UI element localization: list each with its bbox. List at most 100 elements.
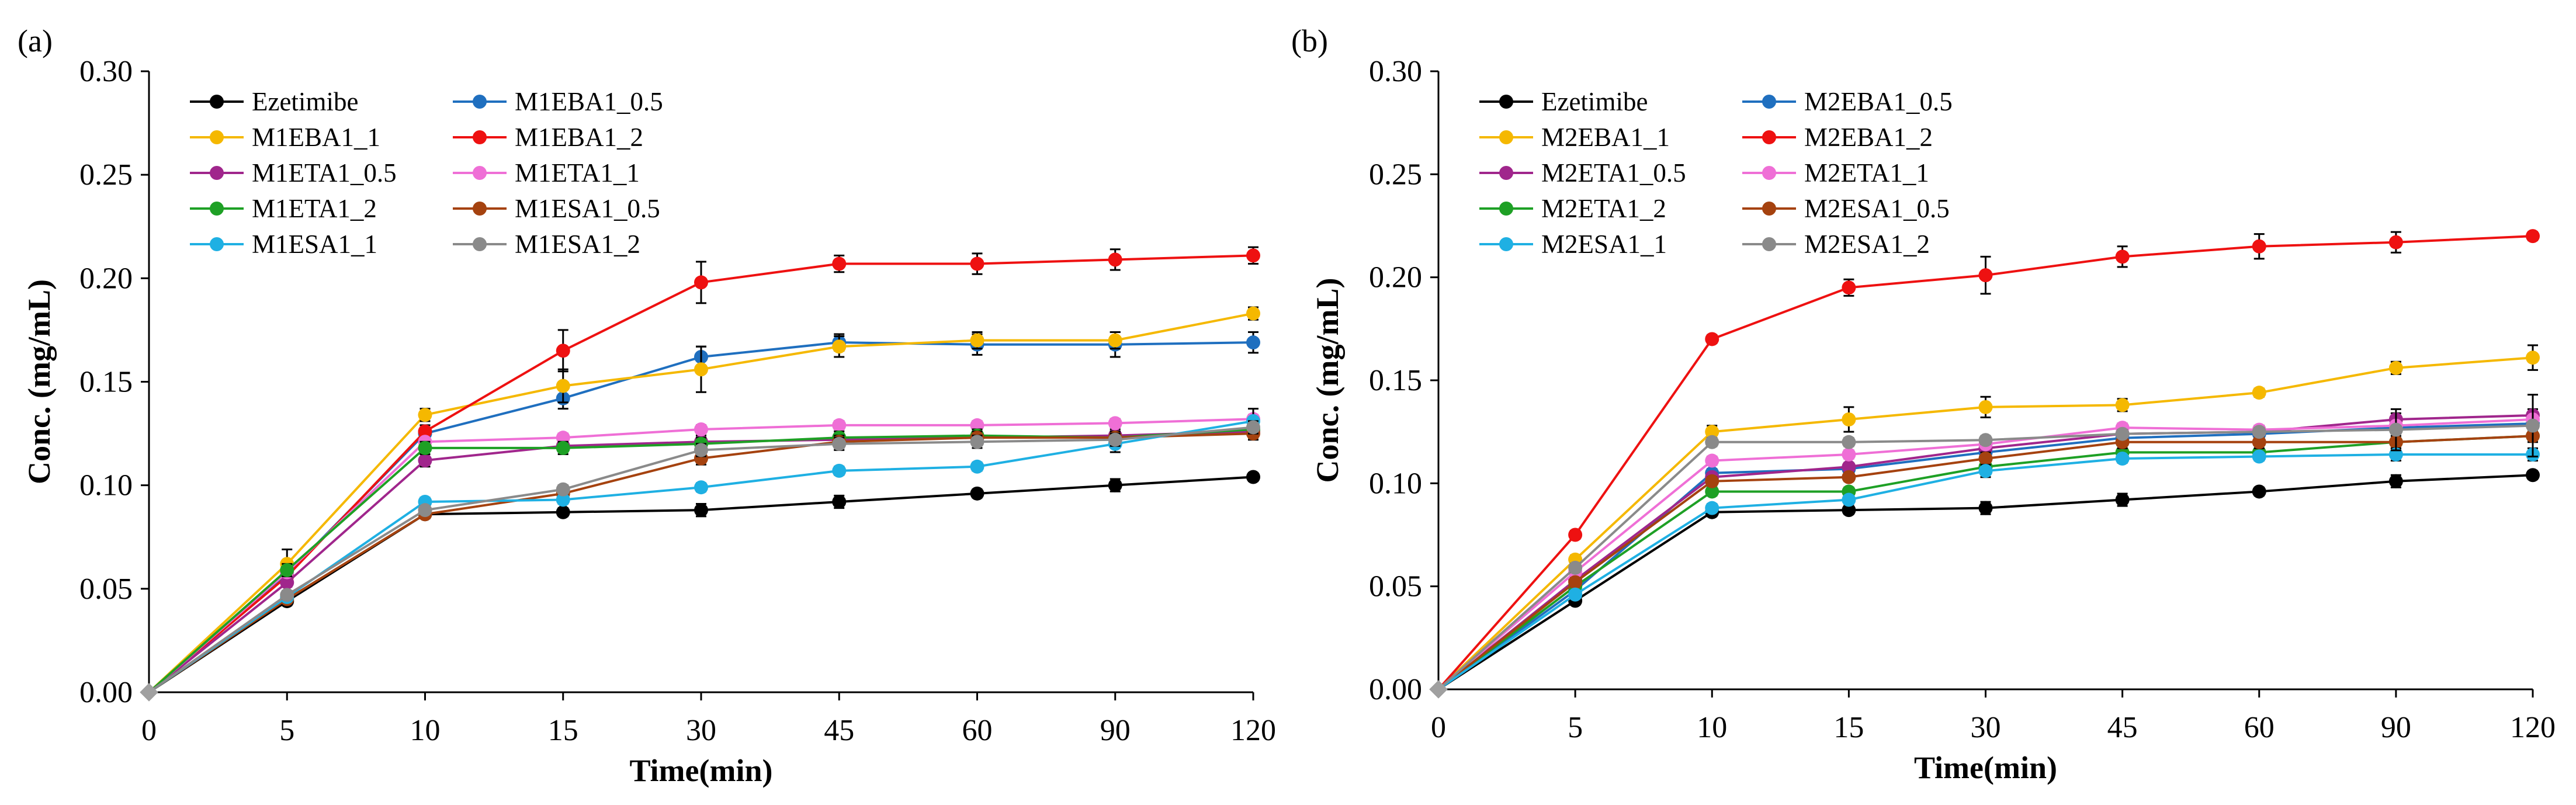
legend-label: Ezetimibe xyxy=(252,87,358,116)
panel-label: (a) xyxy=(18,23,53,58)
data-point xyxy=(1246,248,1260,263)
series-line xyxy=(148,430,1254,693)
legend-item: M2ETA1_2 xyxy=(1479,194,1666,223)
y-tick-label: 0.25 xyxy=(79,158,133,192)
legend-label: M2ESA1_2 xyxy=(1804,230,1930,259)
data-point xyxy=(1705,425,1719,439)
data-point xyxy=(1568,560,1583,575)
data-point xyxy=(2388,235,2403,249)
data-point xyxy=(1108,416,1122,431)
data-point xyxy=(556,343,570,358)
series-M2EBA1_1 xyxy=(1429,344,2540,699)
legend-swatch-marker xyxy=(1499,202,1513,216)
panel-label: (b) xyxy=(1291,23,1328,58)
data-point xyxy=(1246,470,1260,484)
legend-swatch-marker xyxy=(473,202,487,216)
data-point xyxy=(2388,422,2403,437)
data-point xyxy=(970,435,984,449)
data-point xyxy=(970,459,984,474)
legend-label: M1ETA1_2 xyxy=(252,194,377,223)
series-line xyxy=(148,426,1254,693)
data-point xyxy=(1842,435,1856,449)
legend-item: Ezetimibe xyxy=(1479,87,1648,116)
legend-swatch-marker xyxy=(473,166,487,180)
legend-item: M1EBA1_2 xyxy=(453,123,643,152)
data-point xyxy=(2526,229,2540,244)
data-point xyxy=(1705,332,1719,346)
data-point xyxy=(2526,351,2540,365)
data-point xyxy=(832,256,847,271)
legend-swatch-marker xyxy=(473,130,487,144)
data-point xyxy=(1705,435,1719,449)
legend-label: M1EBA1_1 xyxy=(252,123,380,152)
x-tick-label: 60 xyxy=(962,714,993,747)
y-tick-label: 0.05 xyxy=(79,572,133,606)
x-tick-label: 5 xyxy=(1568,711,1583,744)
x-tick-label: 5 xyxy=(279,714,294,747)
data-point xyxy=(280,588,294,602)
data-point xyxy=(1705,501,1719,515)
legend-label: M2EBA1_0.5 xyxy=(1804,87,1953,116)
legend-label: M2ETA1_1 xyxy=(1804,158,1929,188)
legend-swatch-marker xyxy=(210,237,224,251)
data-point xyxy=(1246,335,1260,350)
data-point xyxy=(418,408,432,422)
data-point xyxy=(832,495,847,509)
series-M2ESA1_2 xyxy=(1429,394,2540,699)
legend: Ezetimibe M2EBA1_0.5 M2EBA1_1 M2EBA1_2 M2ETA… xyxy=(1479,87,1953,259)
data-point xyxy=(970,333,984,348)
legend-item: M1ETA1_1 xyxy=(453,158,640,188)
x-tick-label: 10 xyxy=(410,714,441,747)
data-point xyxy=(2252,435,2266,449)
legend-label: M1EBA1_2 xyxy=(515,123,643,152)
x-tick-label: 45 xyxy=(2107,711,2138,744)
y-tick-label: 0.10 xyxy=(1369,467,1422,500)
data-point xyxy=(1842,492,1856,507)
legend-swatch-marker xyxy=(1762,130,1776,144)
legend-item: M1ESA1_2 xyxy=(453,230,640,259)
data-point xyxy=(1246,306,1260,321)
legend-swatch-marker xyxy=(210,166,224,180)
legend-swatch-marker xyxy=(1499,237,1513,251)
data-point xyxy=(2388,474,2403,488)
data-point xyxy=(1842,503,1856,518)
legend-swatch-marker xyxy=(473,237,487,251)
data-point xyxy=(556,492,570,507)
data-point xyxy=(418,503,432,518)
series-line xyxy=(148,341,1254,693)
series-M1EBA1_2 xyxy=(140,246,1260,702)
data-point xyxy=(1429,680,1448,699)
data-point xyxy=(280,563,294,577)
x-tick-label: 15 xyxy=(1833,711,1864,744)
series-M2EBA1_2 xyxy=(1429,229,2540,699)
series-M1ESA1_2 xyxy=(140,420,1260,702)
data-point xyxy=(1108,478,1122,492)
data-point xyxy=(2526,418,2540,433)
data-point xyxy=(1705,474,1719,488)
series-M1ETA1_0.5 xyxy=(140,424,1260,702)
data-point xyxy=(2115,398,2130,412)
data-point xyxy=(2115,249,2130,264)
data-point xyxy=(2252,425,2266,439)
legend-item: M1ETA1_2 xyxy=(190,194,377,223)
legend-item: M1ESA1_1 xyxy=(190,230,377,259)
y-tick-label: 0.10 xyxy=(79,469,133,502)
x-axis-label: Time(min) xyxy=(630,753,773,788)
legend-label: M2ESA1_1 xyxy=(1541,230,1667,259)
legend-label: M1EBA1_0.5 xyxy=(515,87,663,116)
y-axis-label: Conc. (mg/mL) xyxy=(22,279,57,484)
data-point xyxy=(2252,386,2266,400)
data-point xyxy=(2115,426,2130,441)
data-point xyxy=(1108,432,1122,447)
x-tick-label: 10 xyxy=(1697,711,1727,744)
legend-swatch-marker xyxy=(210,202,224,216)
legend-swatch-marker xyxy=(1762,237,1776,251)
legend-label: M1ETA1_1 xyxy=(515,158,640,188)
x-axis-label: Time(min) xyxy=(1914,750,2057,785)
legend-label: M1ESA1_1 xyxy=(252,230,377,259)
legend-label: M1ETA1_0.5 xyxy=(252,158,397,188)
data-point xyxy=(832,418,847,432)
data-point xyxy=(1978,400,1993,414)
data-point xyxy=(970,256,984,271)
legend-item: M2ETA1_1 xyxy=(1742,158,1929,188)
